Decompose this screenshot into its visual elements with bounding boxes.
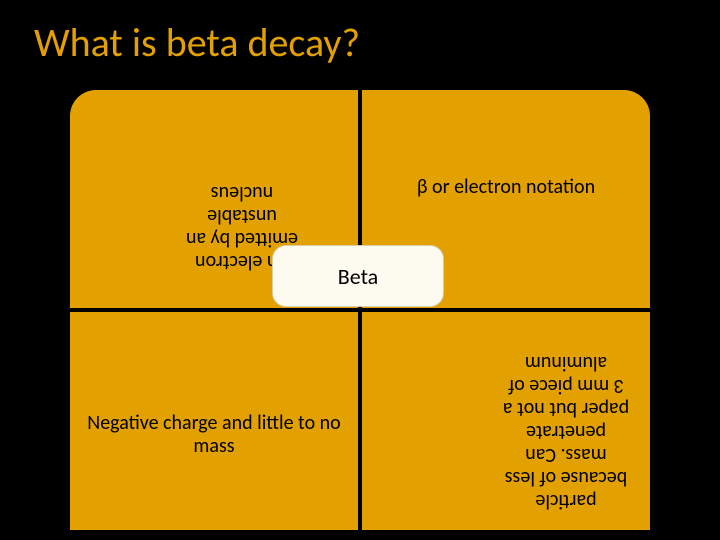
quad-grid: An electron emitted by an unstable nucle… xyxy=(70,90,650,530)
slide-title: What is beta decay? xyxy=(0,0,720,67)
quad-br-text: particle because of less mass. Can penet… xyxy=(491,341,641,522)
center-label: Beta xyxy=(272,245,444,307)
quad-bl-text: Negative charge and little to no mass xyxy=(70,402,358,468)
quad-bottom-left: Negative charge and little to no mass xyxy=(70,312,358,530)
quad-tr-text: β or electron notation xyxy=(407,166,605,209)
quad-bottom-right: particle because of less mass. Can penet… xyxy=(362,312,650,530)
